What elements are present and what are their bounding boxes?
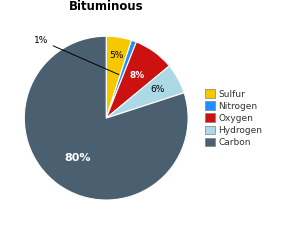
- Text: 80%: 80%: [64, 153, 91, 163]
- Text: 8%: 8%: [130, 71, 145, 80]
- Wedge shape: [106, 42, 169, 118]
- Wedge shape: [106, 66, 184, 118]
- Text: 6%: 6%: [151, 85, 165, 94]
- Legend: Sulfur, Nitrogen, Oxygen, Hydrogen, Carbon: Sulfur, Nitrogen, Oxygen, Hydrogen, Carb…: [203, 87, 264, 149]
- Title: Bituminous: Bituminous: [69, 0, 143, 13]
- Text: 5%: 5%: [109, 51, 123, 60]
- Wedge shape: [24, 36, 188, 200]
- Text: 1%: 1%: [34, 36, 119, 75]
- Wedge shape: [106, 36, 132, 118]
- Wedge shape: [106, 40, 136, 118]
